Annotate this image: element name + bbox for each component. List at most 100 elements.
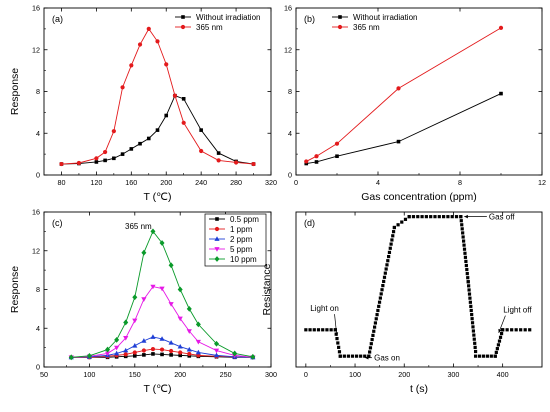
y-tick-label: 4 xyxy=(36,324,40,333)
data-point xyxy=(467,288,471,292)
data-point xyxy=(314,160,319,164)
data-point xyxy=(501,328,505,332)
data-point xyxy=(465,272,469,276)
series-4 xyxy=(68,228,256,361)
series-line xyxy=(71,353,253,358)
data-point xyxy=(68,354,74,361)
data-point xyxy=(336,341,340,345)
annotation-2: Gas off xyxy=(464,213,515,222)
data-point xyxy=(471,329,476,333)
data-point xyxy=(464,259,468,264)
data-point xyxy=(160,352,164,357)
x-axis-label: t (s) xyxy=(410,383,428,395)
series-line xyxy=(306,27,502,162)
data-point xyxy=(177,286,183,293)
y-axis-label: Response xyxy=(9,266,21,313)
legend-marker xyxy=(214,226,220,232)
data-point xyxy=(499,91,503,96)
y-tick-label: 8 xyxy=(36,285,40,294)
x-tick-label: 12 xyxy=(538,178,546,187)
annotation-arrowhead xyxy=(334,332,339,336)
y-tick-label: 0 xyxy=(36,363,40,372)
data-point xyxy=(377,300,382,304)
data-point xyxy=(159,347,165,352)
data-point xyxy=(468,296,472,300)
data-point xyxy=(472,333,476,337)
data-point xyxy=(392,225,396,230)
data-point xyxy=(462,247,467,251)
data-point xyxy=(471,325,475,329)
data-point xyxy=(377,304,381,308)
data-point xyxy=(312,328,316,332)
data-point xyxy=(168,262,174,269)
data-point xyxy=(370,337,374,342)
data-point xyxy=(178,353,182,358)
data-point xyxy=(181,120,186,125)
data-point xyxy=(186,346,192,352)
series-line xyxy=(71,286,253,358)
y-tick-label: 16 xyxy=(32,4,40,13)
legend-marker xyxy=(214,256,220,262)
legend-entry: Without irradiation xyxy=(196,13,260,22)
y-tick-label: 4 xyxy=(36,129,40,138)
data-point xyxy=(470,317,474,321)
data-point xyxy=(111,129,116,134)
data-point xyxy=(384,267,388,271)
data-point xyxy=(472,337,476,341)
legend-marker xyxy=(214,236,220,241)
data-point xyxy=(151,352,155,356)
data-point xyxy=(169,353,173,357)
data-point xyxy=(112,156,116,161)
legend-marker xyxy=(215,217,219,221)
data-point xyxy=(314,154,319,159)
data-point xyxy=(391,230,396,234)
data-point xyxy=(468,300,472,304)
data-point xyxy=(335,154,339,159)
data-point xyxy=(493,354,497,358)
data-point xyxy=(505,328,509,332)
data-point xyxy=(420,215,424,219)
data-point xyxy=(114,345,120,351)
data-point xyxy=(450,215,454,219)
data-point xyxy=(159,336,165,341)
panel-a: 80 120 160 200 240 280 320 0 4 8 12 16 T (℃) Response… xyxy=(9,4,277,203)
x-tick-label: 0 xyxy=(294,178,298,187)
series-1 xyxy=(304,25,504,164)
x-tick-label: 250 xyxy=(220,370,232,379)
data-point xyxy=(396,223,400,227)
data-point xyxy=(416,215,420,219)
data-point xyxy=(169,348,174,354)
x-axis-label: T (℃) xyxy=(144,383,172,395)
data-point xyxy=(498,335,503,339)
x-tick-label: 160 xyxy=(125,178,137,187)
data-point xyxy=(411,215,416,219)
data-point xyxy=(460,227,464,231)
data-point xyxy=(251,161,256,167)
plot-frame xyxy=(295,7,543,176)
data-point xyxy=(466,276,470,280)
series-line xyxy=(71,336,253,358)
data-point xyxy=(369,342,373,346)
data-point xyxy=(380,288,384,292)
data-point xyxy=(120,152,125,156)
data-point xyxy=(164,113,169,118)
data-point xyxy=(363,354,367,358)
panel-b: 0 4 8 12 0 4 8 12 16 Gas concentration (ppm) (b) Wi… xyxy=(284,4,546,203)
data-point xyxy=(155,39,160,44)
data-point xyxy=(378,296,382,300)
data-point xyxy=(233,160,239,165)
data-point xyxy=(114,336,120,343)
data-point xyxy=(477,354,482,358)
data-point xyxy=(382,279,386,284)
data-point xyxy=(103,149,108,155)
data-point xyxy=(216,151,221,155)
data-point xyxy=(485,354,489,358)
legend-entry: 5 ppm xyxy=(230,245,253,254)
data-point xyxy=(497,339,502,343)
data-point xyxy=(460,223,464,227)
data-point xyxy=(354,354,359,358)
data-point xyxy=(381,284,385,288)
data-point xyxy=(396,139,401,144)
data-point xyxy=(386,259,390,263)
